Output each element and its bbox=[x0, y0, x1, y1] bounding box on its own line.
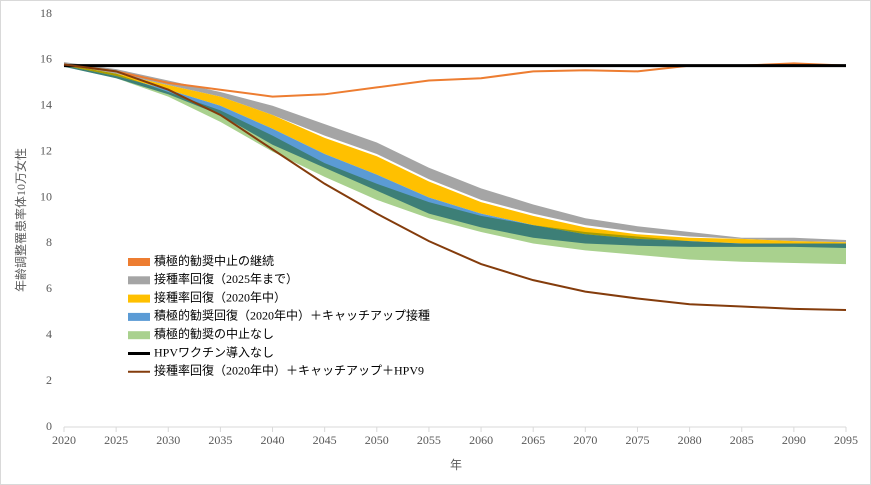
x-tick-label: 2020 bbox=[52, 433, 76, 447]
band bbox=[64, 64, 846, 244]
x-tick-label: 2085 bbox=[730, 433, 754, 447]
legend-label: 接種率回復（2025年まで） bbox=[154, 271, 298, 286]
x-tick-label: 2060 bbox=[469, 433, 493, 447]
legend-swatch bbox=[128, 312, 150, 321]
line bbox=[63, 63, 847, 311]
legend-swatch bbox=[128, 258, 150, 266]
band bbox=[64, 62, 846, 243]
legend-label: 積極的勧奨回復（2020年中）＋キャッチアップ接種 bbox=[154, 308, 430, 323]
x-tick-label: 2040 bbox=[261, 433, 285, 447]
x-tick-label: 2055 bbox=[417, 433, 441, 447]
x-axis-label: 年 bbox=[450, 458, 462, 472]
band bbox=[64, 64, 846, 265]
y-axis-label: 年齢調整罹患率体10万女性 bbox=[13, 148, 28, 292]
x-tick-label: 2075 bbox=[625, 433, 649, 447]
x-tick-label: 2095 bbox=[834, 433, 858, 447]
x-tick-label: 2025 bbox=[104, 433, 128, 447]
x-tick-label: 2045 bbox=[313, 433, 337, 447]
x-tick-label: 2080 bbox=[678, 433, 702, 447]
x-tick-label: 2065 bbox=[521, 433, 545, 447]
y-tick-label: 14 bbox=[40, 98, 52, 112]
y-tick-label: 0 bbox=[46, 419, 52, 433]
x-tick-label: 2030 bbox=[156, 433, 180, 447]
legend-label: 接種率回復（2020年中） bbox=[154, 289, 286, 304]
x-tick-label: 2070 bbox=[573, 433, 597, 447]
x-tick-label: 2050 bbox=[365, 433, 389, 447]
legend-label: 積極的勧奨中止の継続 bbox=[154, 253, 274, 268]
y-tick-label: 12 bbox=[40, 143, 52, 157]
legend-label: 積極的勧奨の中止なし bbox=[154, 326, 274, 341]
x-tick-label: 2090 bbox=[782, 433, 806, 447]
y-tick-label: 10 bbox=[40, 189, 52, 203]
legend-swatch bbox=[128, 294, 150, 303]
legend-swatch bbox=[128, 331, 150, 340]
y-tick-label: 18 bbox=[40, 6, 52, 20]
legend-swatch bbox=[128, 276, 150, 285]
x-tick-label: 2035 bbox=[208, 433, 232, 447]
legend-label: HPVワクチン導入なし bbox=[154, 345, 274, 359]
legend-label: 接種率回復（2020年中）＋キャッチアップ＋HPV9 bbox=[154, 363, 424, 378]
y-tick-label: 4 bbox=[46, 327, 52, 341]
y-tick-label: 6 bbox=[46, 281, 52, 295]
y-tick-label: 16 bbox=[40, 52, 52, 66]
y-tick-label: 8 bbox=[46, 235, 52, 249]
y-tick-label: 2 bbox=[46, 373, 52, 387]
